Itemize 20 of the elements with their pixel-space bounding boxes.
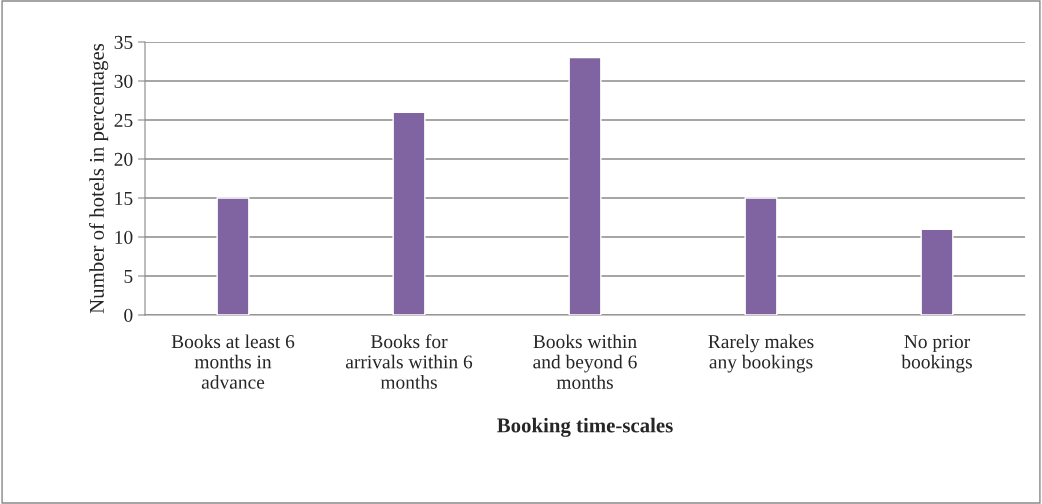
y-axis-title: Number of hotels in percentages — [89, 43, 109, 314]
bar — [744, 197, 778, 315]
y-tick-label: 15 — [115, 191, 133, 205]
x-tick-label: Rarely makes any bookings — [708, 334, 814, 373]
bar — [392, 111, 426, 315]
x-tick-label: No prior bookings — [901, 335, 972, 373]
y-tick-label: 10 — [115, 230, 133, 244]
bar — [216, 197, 250, 315]
y-tick-label: 35 — [114, 35, 133, 49]
bar — [920, 228, 954, 315]
x-tick-label: Books within and beyond 6 months — [533, 334, 637, 389]
y-tick-label: 25 — [114, 113, 133, 127]
y-tick-label: 20 — [114, 152, 133, 166]
y-tick-label: 0 — [124, 308, 133, 322]
bar — [568, 56, 602, 315]
y-tick-label: 5 — [124, 270, 133, 283]
x-tick-label: Books at least 6 months in advance — [171, 334, 295, 389]
x-tick-label: Books for arrivals within 6 months — [345, 334, 473, 389]
y-tick-label: 30 — [114, 74, 133, 88]
x-axis-title: Booking time-scales — [497, 417, 673, 437]
